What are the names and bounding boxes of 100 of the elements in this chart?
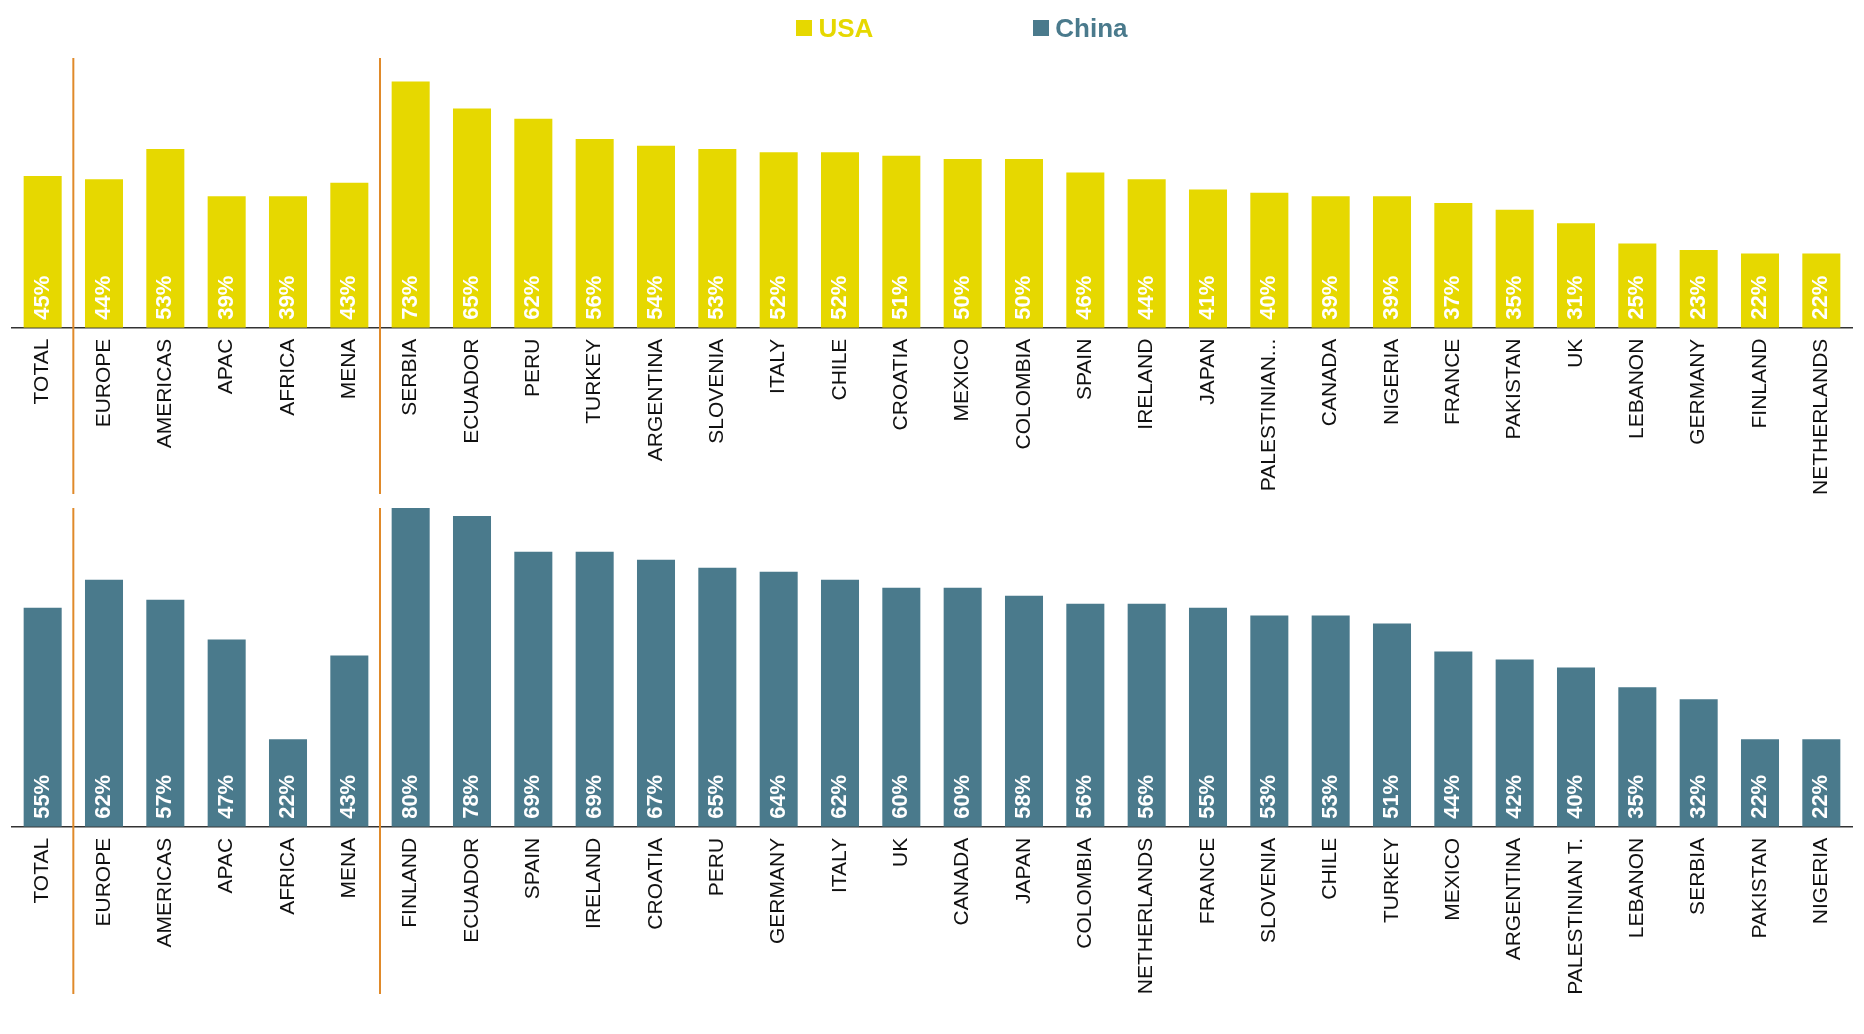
bar (636, 145, 676, 328)
bar (514, 118, 553, 328)
x-tick-label: IRELAND (1133, 338, 1157, 430)
bar (146, 149, 185, 328)
data-label: 35% (1500, 275, 1526, 320)
x-tick-label: NETHERLANDS (1808, 338, 1832, 496)
bar (759, 152, 798, 328)
x-tick-label: CANADA (1317, 338, 1341, 427)
x-tick-label: TURKEY (581, 338, 605, 424)
bar (84, 179, 124, 328)
data-label: 65% (458, 275, 484, 320)
data-label: 23% (1684, 275, 1710, 320)
data-label: 46% (1071, 275, 1097, 320)
bar (943, 587, 982, 827)
x-tick-label: SLOVENIA (1256, 837, 1280, 943)
data-label: 62% (519, 275, 545, 320)
bar (1495, 209, 1534, 328)
data-label: 69% (580, 774, 606, 819)
legend-label: USA (818, 12, 874, 44)
bar (1066, 172, 1105, 328)
data-label: 39% (1316, 275, 1342, 320)
data-label: 51% (887, 275, 913, 320)
bar (1311, 615, 1350, 827)
bar (84, 579, 124, 827)
x-tick-label: SERBIA (1685, 837, 1709, 915)
bar (1004, 159, 1044, 328)
data-label: 67% (642, 774, 668, 819)
x-tick-label: CHILE (826, 338, 850, 401)
bar (1004, 595, 1044, 827)
x-tick-label: TOTAL (29, 338, 53, 405)
bar (452, 515, 492, 827)
bar (1066, 603, 1105, 827)
data-label: 50% (948, 275, 974, 320)
x-tick-label: GERMANY (1685, 338, 1709, 445)
bar (698, 567, 737, 827)
data-label: 56% (1132, 774, 1158, 819)
bar (1127, 179, 1166, 328)
x-tick-label: CHILE (1317, 837, 1341, 900)
bar (391, 508, 430, 827)
bar (943, 159, 982, 328)
x-tick-label: ARGENTINA (642, 338, 666, 462)
bar (391, 81, 430, 328)
bar (1679, 699, 1718, 827)
bar (698, 149, 737, 328)
x-tick-label: ECUADOR (458, 338, 482, 444)
x-tick-label: PALESTINIAN... (1256, 338, 1280, 492)
x-tick-label: NETHERLANDS (1133, 837, 1157, 995)
data-label: 56% (1071, 774, 1097, 819)
x-tick-label: GERMANY (765, 837, 789, 945)
x-tick-label: ITALY (765, 338, 789, 394)
data-label: 73% (396, 275, 422, 320)
data-label: 45% (28, 275, 54, 320)
data-label: 58% (1010, 774, 1036, 819)
data-label: 55% (1194, 774, 1220, 819)
bar (1250, 615, 1289, 827)
x-tick-label: IRELAND (581, 837, 605, 929)
bar (514, 551, 553, 827)
data-label: 50% (1010, 275, 1036, 320)
x-tick-label: SPAIN (1072, 338, 1096, 401)
data-label: 44% (1439, 774, 1465, 819)
bar (820, 579, 860, 827)
data-label: 22% (274, 774, 300, 819)
data-label: 39% (274, 275, 300, 320)
x-tick-label: MEXICO (949, 338, 973, 422)
data-label: 64% (764, 774, 790, 819)
bar (1372, 196, 1412, 328)
data-label: 40% (1562, 774, 1588, 819)
bar (1188, 189, 1228, 328)
data-label: 22% (1746, 275, 1772, 320)
bar (146, 599, 185, 827)
x-tick-label: CROATIA (888, 338, 912, 431)
bar (23, 607, 62, 827)
x-tick-label: PERU (704, 837, 728, 897)
bar (1556, 223, 1596, 328)
data-label: 57% (151, 774, 177, 819)
bar (268, 196, 308, 328)
x-tick-label: PERU (520, 338, 544, 397)
x-tick-label: UK (1562, 338, 1586, 368)
data-label: 40% (1255, 275, 1281, 320)
x-tick-label: CROATIA (642, 837, 666, 930)
bar (1250, 192, 1289, 328)
bar (330, 182, 369, 328)
x-tick-label: NIGERIA (1808, 837, 1832, 925)
x-tick-label: FRANCE (1440, 338, 1464, 425)
bar (207, 639, 246, 827)
bar (330, 655, 369, 827)
data-label: 31% (1562, 275, 1588, 320)
x-tick-label: ECUADOR (458, 837, 482, 943)
data-label: 22% (1807, 774, 1833, 819)
data-label: 55% (28, 774, 54, 819)
bar (1556, 667, 1596, 827)
bar (575, 138, 614, 328)
x-tick-label: AFRICA (274, 338, 298, 416)
bar (207, 196, 246, 328)
x-tick-label: FRANCE (1194, 837, 1218, 925)
x-tick-label: FINLAND (397, 837, 421, 928)
data-label: 54% (642, 275, 668, 320)
bar (636, 559, 676, 827)
data-label: 56% (580, 275, 606, 320)
bar (1495, 659, 1534, 827)
